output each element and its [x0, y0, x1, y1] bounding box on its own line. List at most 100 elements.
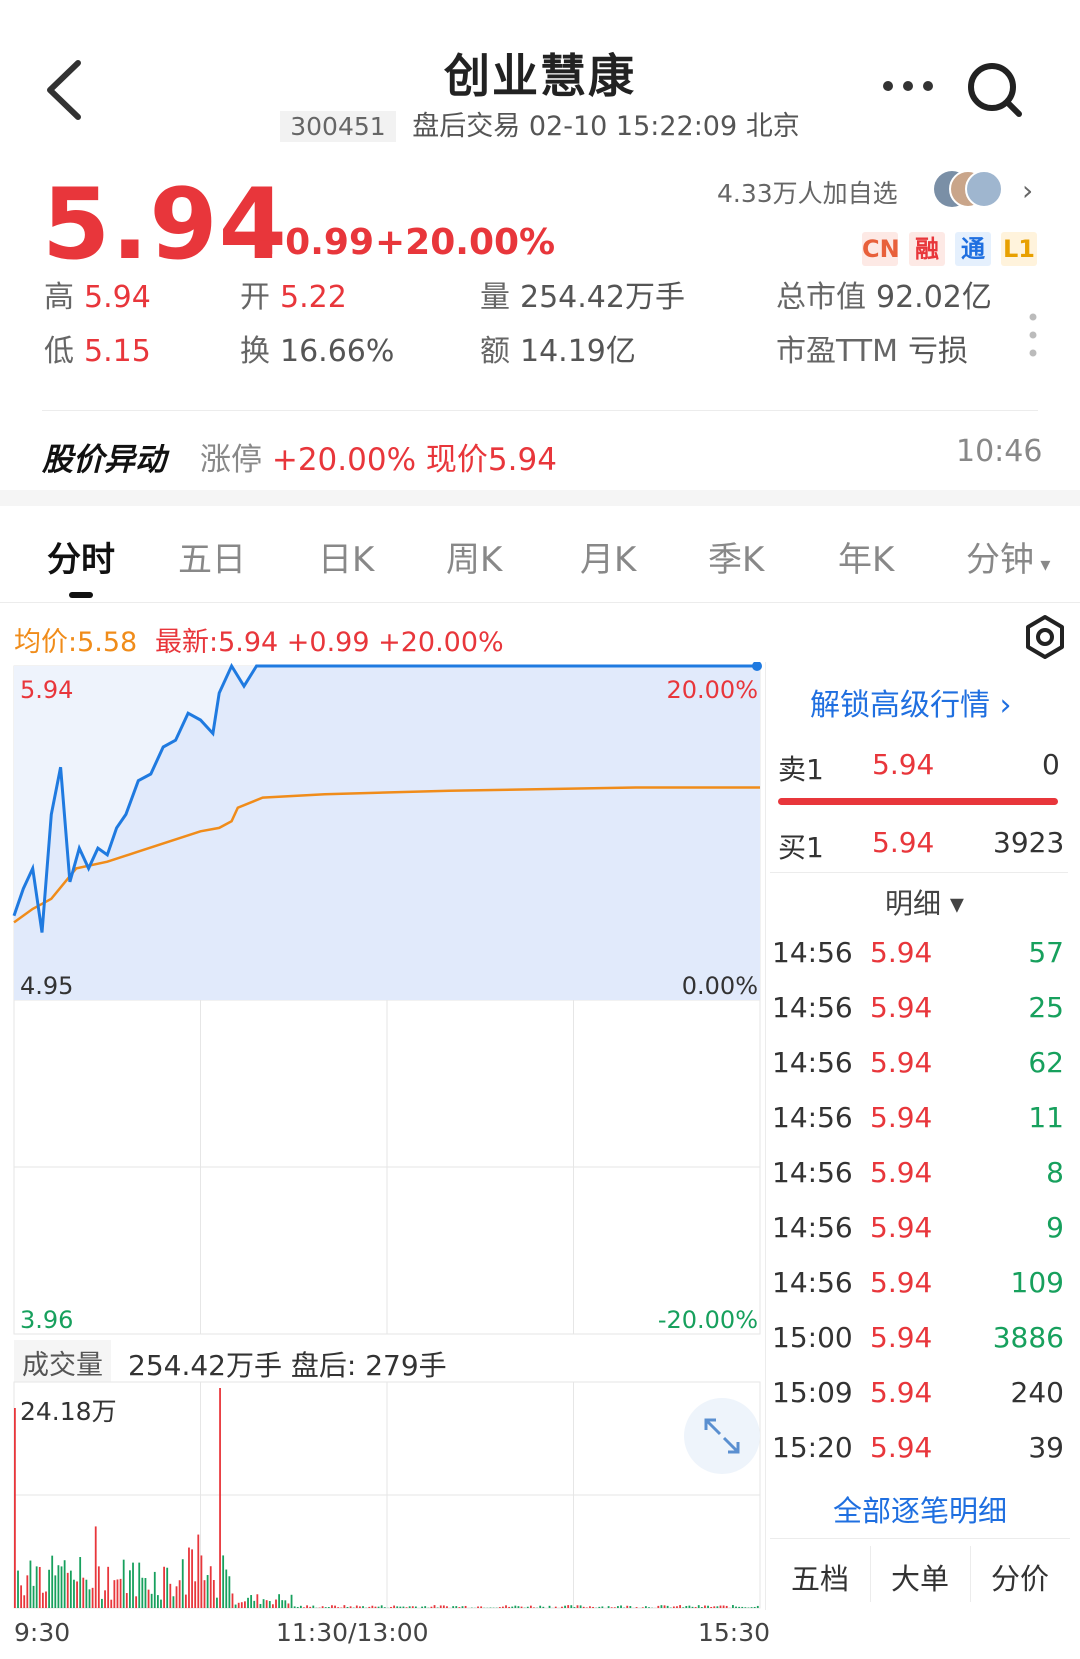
tag-connect[interactable]: 通 [955, 232, 991, 266]
trade-row: 14:56 5.94 11 [770, 1101, 1070, 1153]
volume-bar [635, 1607, 638, 1608]
volume-bar [197, 1534, 200, 1608]
tab-yearly-k[interactable]: 年K [838, 540, 895, 580]
volume-bar [368, 1606, 371, 1608]
trade-price: 5.94 [870, 1266, 933, 1299]
tab-five-levels[interactable]: 五档 [790, 1562, 849, 1596]
volume-bar [101, 1598, 103, 1608]
volume-bar [741, 1606, 744, 1608]
trade-price: 5.94 [870, 1211, 933, 1244]
volume-bar [570, 1605, 573, 1608]
current-price: 5.94 [42, 168, 288, 282]
tab-five-day[interactable]: 五日 [178, 540, 246, 580]
volume-bar [564, 1605, 566, 1608]
volume-bar [707, 1605, 709, 1608]
tag-cn[interactable]: CN [862, 232, 900, 266]
volume-bar [682, 1607, 685, 1608]
stat-amount: 额 14.19亿 [480, 334, 636, 369]
volume-bar [48, 1569, 50, 1608]
latest-price-legend: 最新:5.94 +0.99 +20.00% [155, 627, 504, 658]
tab-price-distribution[interactable]: 分价 [990, 1562, 1049, 1596]
volume-chart[interactable] [0, 1380, 770, 1610]
subtitle: 300451 盘后交易 02-10 15:22:09 北京 [0, 104, 1080, 143]
volume-bar [480, 1606, 483, 1608]
unlock-advanced-quotes-link[interactable]: 解锁高级行情 › [810, 688, 1012, 723]
volume-bar [579, 1605, 582, 1608]
tab-minute[interactable]: 分钟 ▾ [966, 540, 1051, 580]
volume-bar [533, 1607, 535, 1608]
tab-quarterly-k[interactable]: 季K [708, 540, 765, 580]
volume-bar [750, 1607, 753, 1608]
price-line [12, 662, 760, 933]
volume-bar [697, 1605, 700, 1608]
volume-bar [517, 1606, 520, 1608]
watchlist-count[interactable]: 4.33万人加自选 [717, 179, 898, 208]
settings-gear-icon[interactable] [1022, 614, 1068, 660]
volume-bar [461, 1606, 464, 1608]
volume-bar [222, 1555, 225, 1608]
trade-detail-dropdown[interactable]: 明细 ▾ [885, 887, 964, 920]
volume-bar [200, 1555, 203, 1608]
trade-time: 14:56 [772, 1211, 853, 1244]
volume-bar [212, 1580, 215, 1608]
volume-bar [14, 1408, 16, 1608]
stock-code: 300451 [280, 111, 396, 142]
trade-qty: 240 [1010, 1376, 1064, 1409]
tab-weekly-k[interactable]: 周K [446, 540, 503, 580]
volume-bar [247, 1597, 249, 1608]
trade-price: 5.94 [870, 991, 933, 1024]
x-tick-midday: 11:30/13:00 [276, 1618, 429, 1647]
tab-monthly-k[interactable]: 月K [580, 540, 637, 580]
volume-bar [147, 1589, 150, 1608]
volume-bar [206, 1575, 209, 1608]
volume-bar [452, 1606, 455, 1608]
volume-bar [262, 1599, 265, 1608]
volume-bar [446, 1606, 448, 1608]
volume-bar [464, 1605, 467, 1608]
trade-qty: 57 [1028, 936, 1064, 969]
x-tick-close: 15:30 [698, 1618, 771, 1647]
trade-qty: 3886 [992, 1321, 1064, 1354]
volume-bar [160, 1599, 162, 1608]
volume-bar [107, 1566, 110, 1608]
intraday-price-chart[interactable]: 5.94 4.95 3.96 20.00% 0.00% -20.00% [0, 662, 770, 1338]
volume-bar [153, 1571, 156, 1608]
volume-bar [694, 1607, 697, 1608]
all-trades-link[interactable]: 全部逐笔明细 [832, 1494, 1007, 1528]
expand-icon[interactable] [684, 1398, 760, 1474]
volume-bar [216, 1597, 218, 1608]
vertical-dots-icon[interactable] [1029, 313, 1037, 357]
volume-bar [234, 1604, 237, 1608]
active-tab-indicator [69, 592, 93, 598]
volume-bar [735, 1606, 737, 1608]
trade-qty: 39 [1028, 1431, 1064, 1464]
tag-margin[interactable]: 融 [909, 232, 945, 266]
more-icon[interactable] [880, 68, 936, 104]
alert-time: 10:46 [956, 434, 1043, 469]
trade-time: 14:56 [772, 1046, 853, 1079]
tab-intraday[interactable]: 分时 [47, 540, 115, 580]
volume-bar [529, 1605, 532, 1608]
volume-bar [641, 1607, 644, 1608]
volume-bar [359, 1606, 361, 1608]
volume-bar [424, 1606, 427, 1608]
tab-large-orders[interactable]: 大单 [890, 1562, 949, 1596]
alert-text[interactable]: 涨停 +20.00% 现价5.94 [200, 442, 557, 478]
volume-bar [756, 1605, 759, 1608]
volume-bar [66, 1572, 69, 1608]
volume-bar [141, 1577, 144, 1608]
trade-row: 15:09 5.94 240 [770, 1376, 1070, 1428]
average-price-legend: 均价:5.58 [14, 627, 138, 658]
volume-bar [225, 1569, 228, 1608]
volume-bar [666, 1605, 669, 1608]
trade-qty: 11 [1028, 1101, 1064, 1134]
search-icon[interactable] [965, 60, 1025, 120]
tab-daily-k[interactable]: 日K [318, 540, 375, 580]
chevron-right-icon[interactable]: › [1022, 174, 1034, 207]
volume-bar [324, 1607, 327, 1608]
volume-bar [337, 1607, 340, 1608]
tag-l1[interactable]: L1 [1001, 232, 1037, 266]
volume-bar [414, 1606, 417, 1608]
back-arrow-icon[interactable] [40, 55, 90, 125]
volume-bar [738, 1606, 741, 1608]
